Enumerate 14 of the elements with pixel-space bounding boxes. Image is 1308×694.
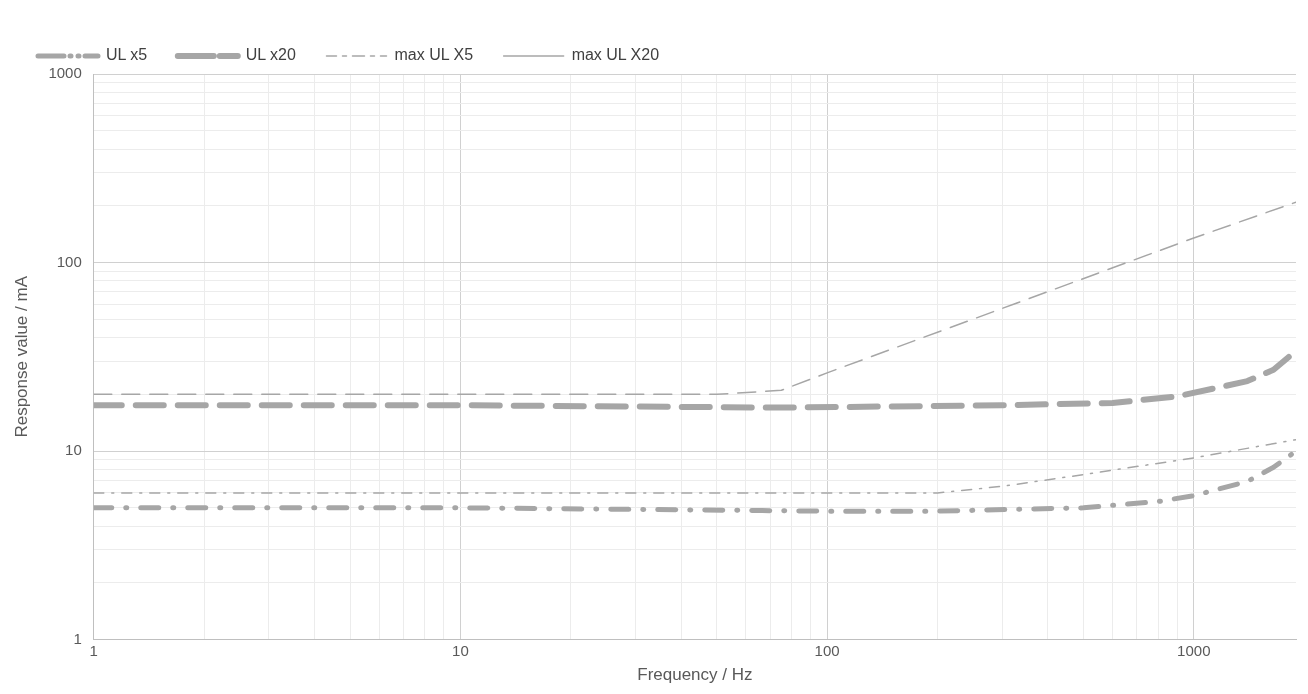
x-axis-title: Frequency / Hz (637, 665, 753, 685)
x-tick-label: 1000 (1177, 641, 1211, 659)
y-axis-title: Response value / mA (11, 275, 31, 438)
x-tick-label: 100 (814, 641, 840, 659)
legend-label: max UL X5 (394, 46, 474, 64)
y-tick-label: 10 (65, 441, 82, 459)
legend-label: UL x5 (106, 46, 148, 64)
legend-label: max UL X20 (571, 46, 660, 64)
x-tick-label: 1 (89, 641, 98, 659)
y-tick-label: 100 (56, 252, 82, 270)
x-tick-label: 10 (452, 641, 469, 659)
legend-label: UL x20 (245, 46, 296, 64)
y-tick-label: 1000 (48, 64, 82, 82)
y-tick-label: 1 (73, 629, 82, 647)
